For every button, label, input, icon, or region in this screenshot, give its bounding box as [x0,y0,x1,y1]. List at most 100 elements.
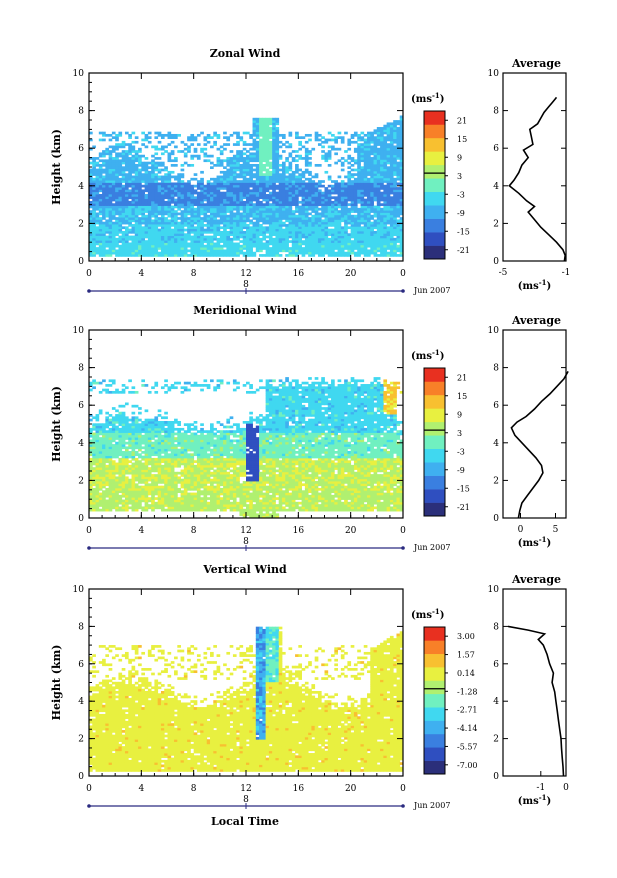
heatmap-cell [109,495,113,498]
heatmap-cell [383,166,387,169]
heatmap-cell [262,159,266,162]
heatmap-cell [115,426,119,429]
heatmap-cell [253,194,257,197]
heatmap-cell [210,136,214,139]
heatmap-cell [125,196,129,199]
heatmap-cell [393,233,397,236]
heatmap-cell [125,249,129,252]
heatmap-cell [112,379,116,382]
heatmap-cell [367,169,371,172]
heatmap-cell [305,157,309,160]
heatmap-cell [184,152,188,155]
heatmap-cell [347,217,351,220]
heatmap-cell [311,217,315,220]
heatmap-cell [112,506,116,509]
heatmap-cell [168,213,172,216]
heatmap-cell [390,185,394,188]
heatmap-cell [99,159,103,162]
heatmap-cell [207,243,211,246]
heatmap-cell [158,134,162,137]
heatmap-cell [164,243,168,246]
heatmap-cell [259,219,263,222]
heatmap-cell [347,185,351,188]
heatmap-cell [282,208,286,211]
heatmap-cell [112,456,116,459]
heatmap-cell [217,176,221,179]
heatmap-cell [377,139,381,142]
heatmap-cell [132,412,136,415]
heatmap-cell [383,226,387,229]
heatmap-cell [253,187,257,190]
heatmap-cell [393,169,397,172]
heatmap-cell [233,243,237,246]
heatmap-cell [253,192,257,195]
heatmap-cell [168,245,172,248]
heatmap-cell [347,189,351,192]
heatmap-cell [132,210,136,213]
heatmap-cell [158,196,162,199]
heatmap-cell [269,224,273,227]
heatmap-cell [295,187,299,190]
heatmap-cell [118,416,122,419]
heatmap-cell [148,132,152,135]
heatmap-cell [194,203,198,206]
average-y-tick-label: 8 [493,107,499,117]
heatmap-cell [138,465,142,468]
heatmap-cell [217,243,221,246]
heatmap-cell [347,176,351,179]
heatmap-cell [115,493,119,496]
colorbar-segment [424,178,445,192]
heatmap-cell [177,245,181,248]
heatmap-cell [387,243,391,246]
heatmap-cell [377,155,381,158]
heatmap-cell [115,449,119,452]
heatmap-cell [122,143,126,146]
heatmap-cell [115,201,119,204]
heatmap-cell [92,453,96,456]
heatmap-cell [187,245,191,248]
heatmap-cell [393,189,397,192]
heatmap-cell [138,423,142,426]
heatmap-cell [266,187,270,190]
heatmap-cell [354,238,358,241]
heatmap-cell [354,243,358,246]
heatmap-cell [118,430,122,433]
heatmap-cell [262,229,266,232]
heatmap-cell [360,229,364,232]
heatmap-cell [328,176,332,179]
heatmap-cell [132,208,136,211]
heatmap-cell [125,453,129,456]
heatmap-cell [357,164,361,167]
heatmap-cell [112,463,116,466]
heatmap-cell [367,173,371,176]
heatmap-cell [347,219,351,222]
heatmap-cell [328,206,332,209]
heatmap-cell [298,185,302,188]
heatmap-cell [92,460,96,463]
heatmap-cell [168,157,172,160]
heatmap-cell [380,210,384,213]
heatmap-cell [236,150,240,153]
heatmap-cell [295,217,299,220]
heatmap-cell [128,146,132,149]
heatmap-cell [266,252,270,255]
heatmap-cell [374,215,378,218]
heatmap-cell [305,164,309,167]
heatmap-cell [197,219,201,222]
heatmap-cell [220,182,224,185]
heatmap-cell [148,247,152,250]
heatmap-cell [387,231,391,234]
heatmap-cell [279,254,283,257]
heatmap-cell [122,421,126,424]
heatmap-cell [132,196,136,199]
heatmap-cell [187,185,191,188]
heatmap-cell [396,176,400,179]
heatmap-cell [203,152,207,155]
heatmap-cell [364,243,368,246]
heatmap-cell [115,481,119,484]
heatmap-cell [351,164,355,167]
heatmap-cell [279,249,283,252]
heatmap-cell [105,159,109,162]
heatmap-cell [135,444,139,447]
heatmap-cell [105,249,109,252]
